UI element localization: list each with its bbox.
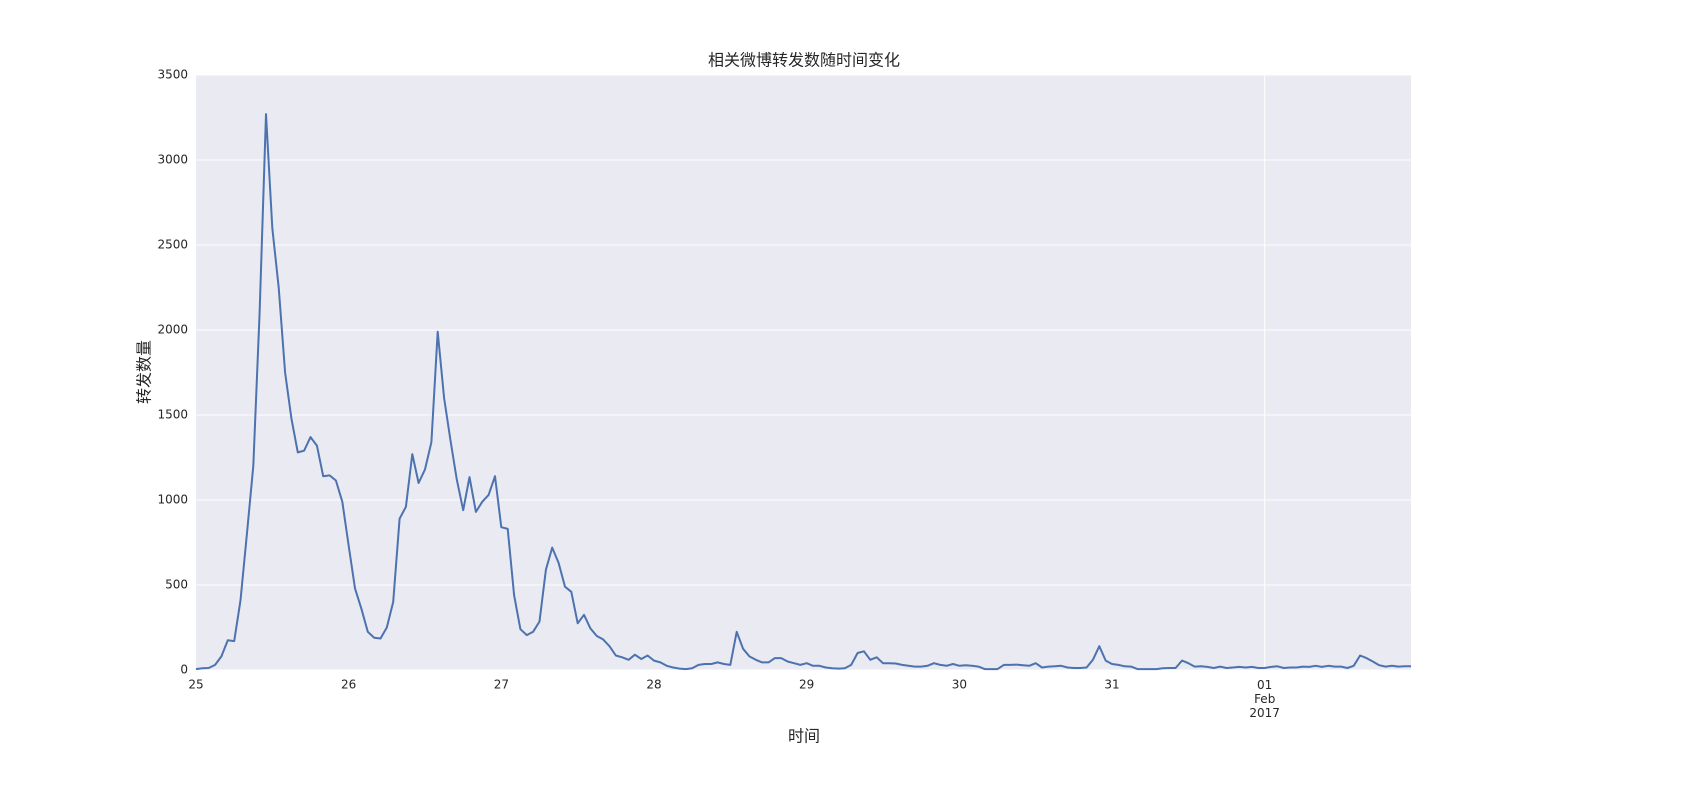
y-axis-label: 转发数量 [135,340,154,404]
plot-area [196,75,1411,670]
x-tick-label: 29 [799,678,814,692]
y-tick-label: 2500 [157,238,188,252]
x-tick-label: 27 [494,678,509,692]
y-tick-label: 500 [165,578,188,592]
x-tick-label: 30 [952,678,967,692]
x-tick-label: 31 [1104,678,1119,692]
line-series [195,113,1411,671]
chart-title: 相关微博转发数随时间变化 [708,51,900,70]
y-tick-label: 3500 [157,68,188,82]
y-tick-label: 2000 [157,323,188,337]
x-tick-label: 28 [646,678,661,692]
y-tick-label: 0 [180,663,188,677]
x-tick-label: 26 [341,678,356,692]
x-tick-label: 01 Feb 2017 [1249,678,1280,720]
y-tick-label: 1000 [157,493,188,507]
y-tick-label: 3000 [157,153,188,167]
x-tick-label: 25 [188,678,203,692]
x-axis-label: 时间 [788,727,820,746]
y-tick-label: 1500 [157,408,188,422]
